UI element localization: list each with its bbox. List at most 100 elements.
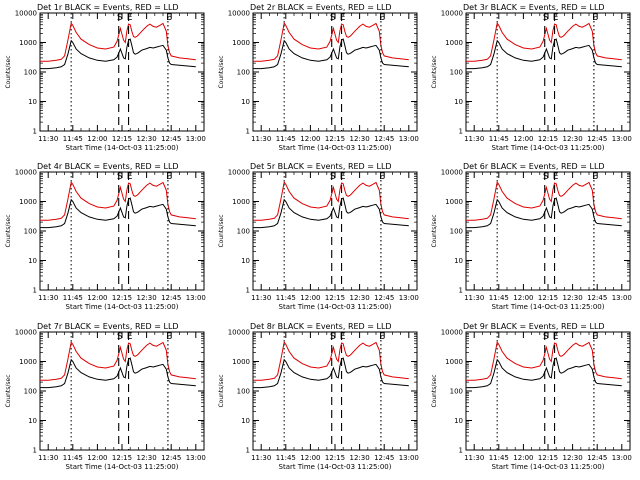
x-tick-label: 13:00 xyxy=(399,294,419,302)
series-line-events xyxy=(40,38,196,70)
marker-label: E xyxy=(127,332,133,342)
marker-label: E xyxy=(553,13,559,23)
x-tick-label: 11:30 xyxy=(38,135,58,143)
series-line-events xyxy=(40,197,196,229)
detector-panel-8: Det 8r BLACK = Events, RED = LLD 1 10 100 10… xyxy=(218,322,419,471)
x-tick-label: 12:45 xyxy=(374,135,394,143)
marker-label: E xyxy=(340,172,346,182)
x-tick-label: 12:00 xyxy=(300,294,320,302)
series-line-lld xyxy=(40,180,196,221)
series-line-lld xyxy=(466,180,622,221)
panel-title: Det 7r BLACK = Events, RED = LLD xyxy=(37,322,179,331)
y-tick-label: 10000 xyxy=(15,169,37,177)
x-tick-label: 12:15 xyxy=(112,135,132,143)
detector-panel-6: Det 6r BLACK = Events, RED = LLD 1 10 100 10… xyxy=(431,162,632,311)
y-tick-label: 1 xyxy=(33,447,37,455)
x-axis-label: Start Time (14-Oct-03 11:25:00) xyxy=(66,303,179,311)
marker-label: E xyxy=(379,13,385,23)
x-tick-label: 11:30 xyxy=(251,454,271,462)
plot-frame xyxy=(39,331,205,451)
x-tick-label: 13:00 xyxy=(186,135,206,143)
y-tick-label: 1000 xyxy=(445,198,463,206)
y-tick-label: 10 xyxy=(28,98,37,106)
x-tick-label: 12:15 xyxy=(112,454,132,462)
y-tick-label: 10000 xyxy=(441,169,463,177)
y-tick-label: 100 xyxy=(24,388,37,396)
y-tick-label: 1000 xyxy=(19,39,37,47)
x-tick-label: 11:30 xyxy=(38,294,58,302)
y-tick-label: 1000 xyxy=(445,39,463,47)
x-axis-label: Start Time (14-Oct-03 11:25:00) xyxy=(492,463,605,471)
x-tick-label: 12:15 xyxy=(538,454,558,462)
series-line-events xyxy=(466,197,622,229)
y-tick-label: 10 xyxy=(28,257,37,265)
y-tick-label: 10 xyxy=(454,257,463,265)
y-tick-label: 100 xyxy=(450,69,463,77)
y-tick-label: 100 xyxy=(237,388,250,396)
x-tick-label: 13:00 xyxy=(612,454,632,462)
x-tick-label: 13:00 xyxy=(612,135,632,143)
x-tick-label: 13:00 xyxy=(399,454,419,462)
x-tick-label: 13:00 xyxy=(399,135,419,143)
x-tick-label: 12:45 xyxy=(587,135,607,143)
x-tick-label: 12:30 xyxy=(563,454,583,462)
x-tick-label: 12:00 xyxy=(87,135,107,143)
marker-label: E xyxy=(340,13,346,23)
marker-label: E xyxy=(127,13,133,23)
x-tick-label: 11:45 xyxy=(63,454,83,462)
x-tick-label: 12:15 xyxy=(325,294,345,302)
y-tick-label: 1 xyxy=(246,128,250,136)
panel-title: Det 9r BLACK = Events, RED = LLD xyxy=(463,322,605,331)
panel-title: Det 8r BLACK = Events, RED = LLD xyxy=(250,322,392,331)
series-line-lld xyxy=(466,340,622,381)
x-tick-label: 12:45 xyxy=(374,294,394,302)
x-tick-label: 12:15 xyxy=(325,135,345,143)
y-tick-label: 10000 xyxy=(441,10,463,18)
panel-title: Det 1r BLACK = Events, RED = LLD xyxy=(37,3,179,12)
marker-label: E xyxy=(166,332,172,342)
y-axis-label: Counts/sec xyxy=(431,374,438,407)
x-axis-label: Start Time (14-Oct-03 11:25:00) xyxy=(66,144,179,152)
series-line-events xyxy=(253,197,409,229)
x-tick-label: 11:45 xyxy=(63,135,83,143)
series-line-lld xyxy=(253,21,409,62)
panel-title: Det 3r BLACK = Events, RED = LLD xyxy=(463,3,605,12)
marker-label: E xyxy=(592,13,598,23)
y-tick-label: 10000 xyxy=(228,329,250,337)
x-tick-label: 12:15 xyxy=(112,294,132,302)
detector-panel-5: Det 5r BLACK = Events, RED = LLD 1 10 100 10… xyxy=(218,162,419,311)
y-tick-label: 1 xyxy=(246,447,250,455)
x-tick-label: 12:15 xyxy=(538,294,558,302)
y-tick-label: 10 xyxy=(28,417,37,425)
marker-label: E xyxy=(166,13,172,23)
y-tick-label: 1000 xyxy=(232,198,250,206)
y-tick-label: 10000 xyxy=(228,10,250,18)
y-tick-label: 1000 xyxy=(232,39,250,47)
marker-label: S xyxy=(117,332,123,342)
detector-panel-4: Det 4r BLACK = Events, RED = LLD 1 10 100 10… xyxy=(5,162,206,311)
x-tick-label: 12:30 xyxy=(137,294,157,302)
marker-label: E xyxy=(340,332,346,342)
plot-frame xyxy=(465,171,631,291)
y-tick-label: 10 xyxy=(454,417,463,425)
y-tick-label: 100 xyxy=(237,228,250,236)
y-tick-label: 10000 xyxy=(15,10,37,18)
marker-label: S xyxy=(117,172,123,182)
x-axis-label: Start Time (14-Oct-03 11:25:00) xyxy=(492,144,605,152)
x-tick-label: 12:30 xyxy=(563,135,583,143)
x-tick-label: 11:45 xyxy=(489,294,509,302)
x-tick-label: 11:45 xyxy=(489,454,509,462)
series-line-events xyxy=(253,357,409,389)
x-tick-label: 12:15 xyxy=(325,454,345,462)
y-tick-label: 10000 xyxy=(441,329,463,337)
detector-panel-9: Det 9r BLACK = Events, RED = LLD 1 10 100 10… xyxy=(431,322,632,471)
x-tick-label: 12:30 xyxy=(563,294,583,302)
y-axis-label: Counts/sec xyxy=(218,214,225,247)
y-tick-label: 1 xyxy=(33,287,37,295)
plot-frame xyxy=(252,171,418,291)
y-tick-label: 10 xyxy=(241,98,250,106)
marker-label: S xyxy=(330,13,336,23)
series-line-lld xyxy=(466,21,622,62)
y-tick-label: 100 xyxy=(24,228,37,236)
marker-label: E xyxy=(592,332,598,342)
